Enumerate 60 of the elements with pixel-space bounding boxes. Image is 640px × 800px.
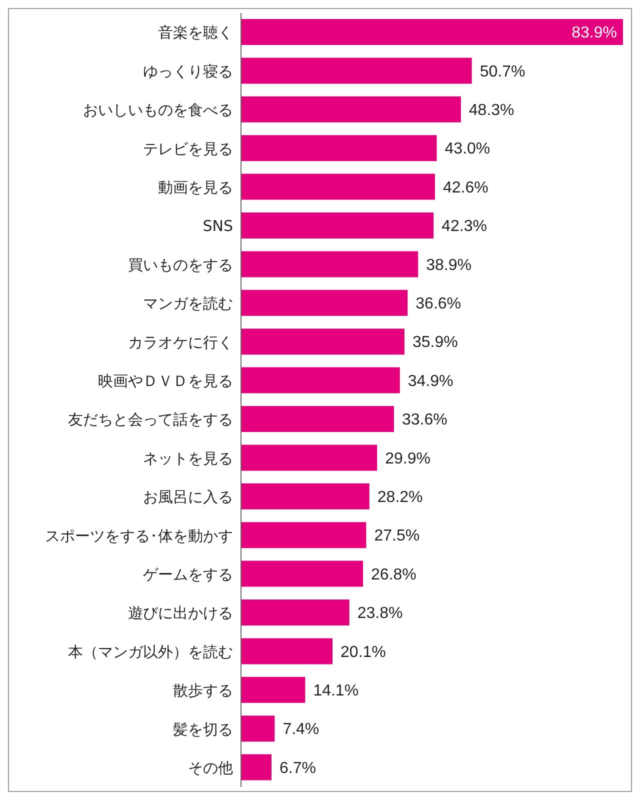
bar (241, 96, 461, 122)
bar (241, 754, 272, 780)
data-label: 35.9% (412, 334, 458, 352)
y-tick-label: ゲームをする (143, 565, 233, 584)
bar (241, 406, 394, 432)
y-tick-label: 散歩する (173, 682, 233, 700)
data-label: 36.6% (416, 296, 462, 312)
y-tick-label: その他 (188, 758, 233, 777)
y-tick-label: 友だちと会って話をする (68, 410, 233, 429)
y-tick-label: テレビを見る (143, 140, 233, 158)
data-label: 27.5% (374, 528, 420, 545)
bar (241, 367, 400, 394)
bar (241, 19, 623, 45)
bar (241, 638, 333, 664)
bar (241, 522, 366, 548)
y-tick-label: 本（マンガ以外）を読む (68, 642, 233, 661)
data-label: 20.1% (340, 644, 386, 661)
y-tick-label: 映画やＤＶＤを見る (98, 372, 233, 390)
y-tick-label: 髪を切る (173, 720, 233, 738)
data-label: 7.4% (282, 721, 320, 738)
bar (241, 483, 370, 510)
y-tick-label: カラオケに行く (128, 333, 233, 352)
data-label: 34.9% (408, 372, 454, 390)
bar (241, 212, 434, 238)
data-label: 29.9% (385, 450, 431, 468)
data-label: 38.9% (426, 256, 472, 274)
bar (241, 58, 472, 84)
y-tick-label: 遊びに出かける (128, 604, 233, 622)
data-label: 28.2% (377, 489, 423, 506)
bar (241, 600, 350, 626)
y-tick-label: 音楽を聴く (158, 24, 233, 42)
y-tick-label: 動画を見る (158, 178, 233, 196)
y-tick-label: お風呂に入る (143, 488, 233, 506)
y-tick-label: ゆっくり寝る (143, 62, 233, 80)
data-label: 26.8% (371, 566, 416, 584)
data-label: 33.6% (402, 412, 448, 429)
bar (241, 174, 435, 200)
data-label: 14.1% (313, 682, 359, 700)
bar (241, 290, 408, 316)
bar (241, 560, 364, 587)
bar (241, 676, 306, 703)
data-label: 50.7% (480, 63, 526, 80)
data-label: 42.3% (442, 218, 487, 236)
bar (241, 135, 437, 162)
y-tick-label: SNS (202, 217, 233, 236)
y-tick-label: スポーツをする･体を動かす (45, 526, 233, 545)
y-tick-label: おいしいものを食べる (83, 101, 233, 120)
y-tick-label: 買いものをする (128, 256, 233, 274)
bar (241, 444, 378, 471)
data-label: 43.0% (444, 140, 490, 158)
y-tick-label: ネットを見る (143, 449, 233, 468)
data-label: 83.9% (572, 24, 617, 42)
data-label: 6.7% (280, 760, 316, 777)
data-label: 23.8% (357, 605, 403, 622)
data-label: 42.6% (442, 179, 488, 196)
bar (241, 251, 418, 278)
bar (241, 328, 404, 355)
bar (241, 716, 275, 742)
data-label: 48.3% (468, 102, 514, 119)
y-tick-label: マンガを読む (143, 294, 233, 313)
